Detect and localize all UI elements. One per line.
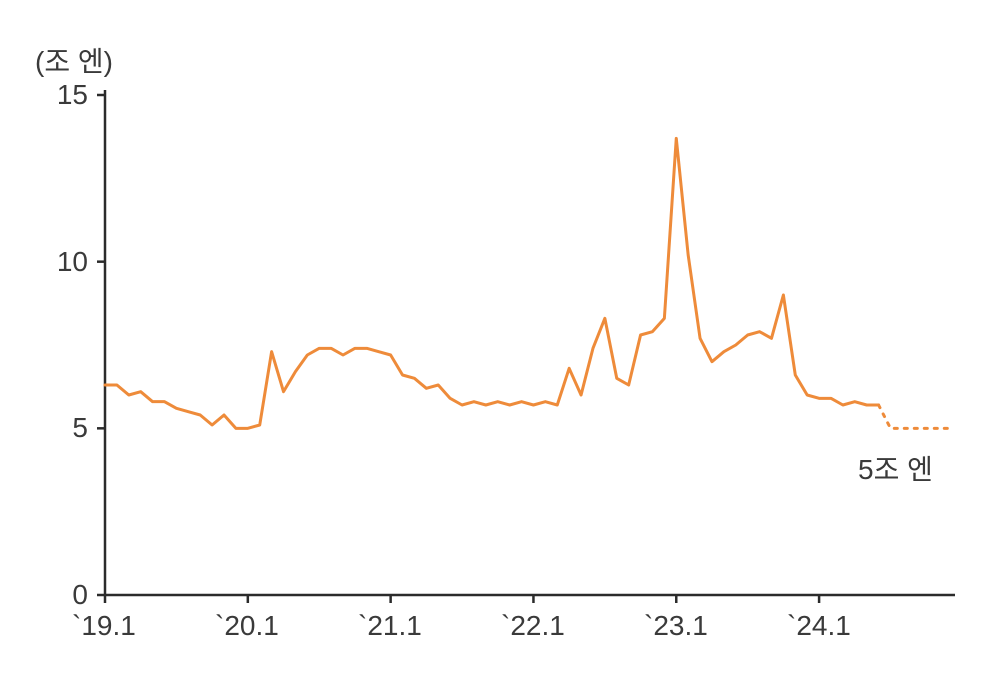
data-line bbox=[105, 138, 879, 428]
line-chart: (조 엔) 15 10 5 0 `19.1 `20.1 `21.1 `22.1 … bbox=[0, 0, 993, 673]
data-line-dotted bbox=[879, 405, 950, 428]
chart-svg bbox=[0, 0, 993, 673]
